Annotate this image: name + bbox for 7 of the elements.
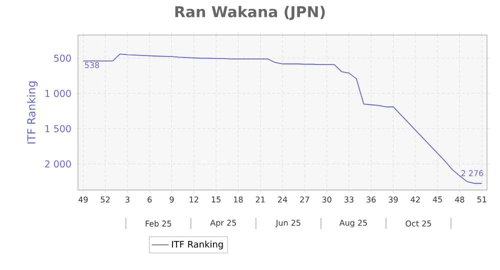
- y-tick-label: 1 500: [45, 125, 71, 132]
- y-tick-label: 1 000: [45, 90, 71, 98]
- y-axis-title: ITF Ranking: [26, 81, 38, 144]
- y-tick-label: 500: [54, 54, 71, 62]
- chart-title: Ran Wakana (JPN): [175, 6, 325, 20]
- y-tick-label: 2 000: [45, 160, 71, 168]
- legend-label: ITF Ranking: [172, 240, 223, 250]
